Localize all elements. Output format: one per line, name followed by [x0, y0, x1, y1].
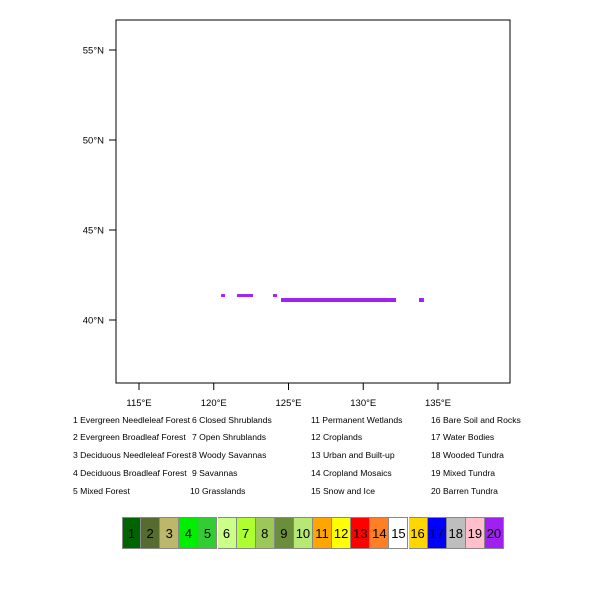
legend-entry: 19 Mixed Tundra	[431, 468, 496, 478]
legend-entry: 12 Croplands	[311, 432, 363, 442]
colorbar-box: 16	[408, 517, 428, 549]
legend-entry: 11 Permanent Wetlands	[311, 415, 403, 425]
colorbar-box: 15	[389, 517, 409, 549]
landuse-cell	[281, 298, 396, 302]
colorbar-box: 10	[293, 517, 313, 549]
lon-tick-label: 120°E	[201, 398, 227, 409]
colorbar-box: 20	[484, 517, 504, 549]
legend-entry: 14 Cropland Mosaics	[311, 468, 392, 478]
lon-tick-label: 125°E	[276, 398, 302, 409]
lat-tick-label: 40°N	[83, 316, 104, 327]
colorbar-box: 13	[351, 517, 371, 549]
colorbar-box: 7	[236, 517, 256, 549]
legend-entry: 1 Evergreen Needleleaf Forest	[73, 415, 191, 425]
landuse-cell	[272, 294, 277, 297]
lon-tick-label: 130°E	[350, 398, 376, 409]
legend-entry: 9 Savannas	[192, 468, 238, 478]
colorbar-box: 9	[274, 517, 294, 549]
legend-entry: 2 Evergreen Broadleaf Forest	[73, 432, 186, 442]
colorbar-box: 3	[160, 517, 180, 549]
legend-entry: 8 Woody Savannas	[192, 450, 267, 460]
lat-tick-label: 50°N	[83, 136, 104, 147]
legend-entry: 17 Water Bodies	[431, 432, 495, 442]
legend-entry: 10 Grasslands	[190, 486, 246, 496]
colorbar-box: 8	[255, 517, 275, 549]
legend-entry: 3 Deciduous Needleleaf Forest	[73, 450, 191, 460]
legend-entry: 13 Urban and Built-up	[311, 450, 395, 460]
colorbar-box: 12	[332, 517, 352, 549]
colorbar-box: 2	[141, 517, 161, 549]
colorbar-box: 4	[179, 517, 199, 549]
colorbar-box: 17	[427, 517, 447, 549]
landuse-cell	[221, 294, 225, 297]
legend-entry: 20 Barren Tundra	[431, 486, 498, 496]
lat-tick-label: 55°N	[83, 46, 104, 57]
legend-entry: 16 Bare Soil and Rocks	[431, 415, 521, 425]
colorbar-box: 18	[446, 517, 466, 549]
colorbar-box: 6	[217, 517, 237, 549]
legend-entry: 15 Snow and Ice	[311, 486, 376, 496]
map-frame	[115, 19, 511, 384]
legend-entry: 7 Open Shrublands	[192, 432, 267, 442]
lon-tick-label: 115°E	[126, 398, 151, 409]
colorbar-box: 5	[198, 517, 218, 549]
legend-entry: 5 Mixed Forest	[73, 486, 130, 496]
colorbar-box: 19	[465, 517, 485, 549]
colorbar-box: 11	[313, 517, 333, 549]
lat-tick-label: 45°N	[83, 226, 104, 237]
legend-entry: 6 Closed Shrublands	[192, 415, 272, 425]
legend-entry: 18 Wooded Tundra	[431, 450, 504, 460]
landuse-cell	[419, 298, 424, 302]
landuse-cell	[236, 294, 254, 297]
colorbar-box: 14	[370, 517, 390, 549]
legend-entry: 4 Deciduous Broadleaf Forest	[73, 468, 187, 478]
lon-tick-label: 135°E	[425, 398, 451, 409]
colorbar-box: 1	[122, 517, 142, 549]
